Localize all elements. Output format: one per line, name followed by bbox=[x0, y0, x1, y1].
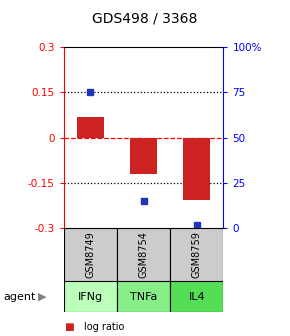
Text: GSM8749: GSM8749 bbox=[85, 231, 95, 278]
Bar bbox=[64, 228, 117, 281]
Text: log ratio: log ratio bbox=[84, 322, 124, 332]
Text: IFNg: IFNg bbox=[78, 292, 103, 301]
Text: ▶: ▶ bbox=[38, 292, 46, 301]
Text: agent: agent bbox=[3, 292, 35, 301]
Bar bbox=[77, 117, 104, 138]
Text: GSM8754: GSM8754 bbox=[139, 231, 148, 278]
Bar bbox=[170, 228, 223, 281]
Bar bbox=[184, 138, 210, 200]
Text: IL4: IL4 bbox=[188, 292, 205, 301]
Bar bbox=[117, 228, 170, 281]
Text: GSM8759: GSM8759 bbox=[192, 231, 202, 278]
Bar bbox=[130, 138, 157, 174]
Text: GDS498 / 3368: GDS498 / 3368 bbox=[92, 12, 198, 26]
Text: ■: ■ bbox=[64, 322, 74, 332]
Bar bbox=[170, 281, 223, 312]
Bar bbox=[64, 281, 117, 312]
Bar bbox=[117, 281, 170, 312]
Text: TNFa: TNFa bbox=[130, 292, 157, 301]
